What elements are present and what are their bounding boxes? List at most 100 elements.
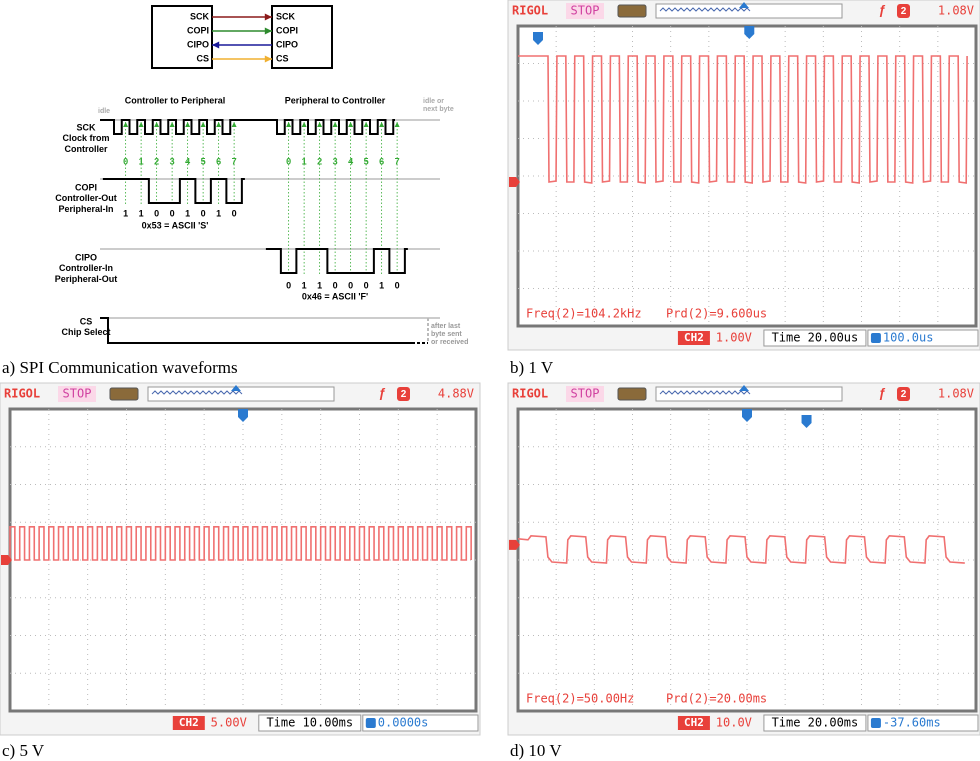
pin-label: CS	[276, 53, 289, 63]
cipo-bit: 0	[333, 280, 338, 290]
volts-div: 1.00V	[716, 331, 752, 345]
trigger-icon: ƒ	[878, 385, 885, 400]
bit-number: 1	[139, 156, 144, 166]
copi-bit: 0	[154, 208, 159, 218]
header: Peripheral to Controller	[285, 95, 386, 105]
idle-label: idle	[98, 108, 110, 115]
bit-number: 5	[364, 156, 369, 166]
clock-arrow	[201, 122, 206, 127]
clock-arrow	[286, 122, 291, 127]
bit-number: 3	[170, 156, 175, 166]
time-base: Time 20.00us	[772, 331, 859, 345]
trigger-icon: ƒ	[378, 385, 385, 400]
signal-name: CIPO	[75, 252, 97, 262]
battery	[618, 5, 646, 17]
clock-arrow	[348, 122, 353, 127]
signal-name: CS	[80, 316, 93, 326]
cipo-bit: 0	[395, 280, 400, 290]
brand: RIGOL	[512, 4, 548, 18]
channel: CH2	[179, 716, 199, 729]
bit-number: 2	[154, 156, 159, 166]
bit-number: 4	[348, 156, 353, 166]
bit-number: 0	[286, 156, 291, 166]
bit-number: 4	[185, 156, 190, 166]
arrow-head	[265, 14, 272, 21]
clock-arrow	[232, 122, 237, 127]
copi-bit: 1	[123, 208, 128, 218]
battery	[110, 388, 138, 400]
clock-arrow	[216, 122, 221, 127]
caption: c) 5 V	[2, 741, 45, 760]
copi-wave	[103, 179, 245, 203]
desc-line: Controller-Out	[55, 193, 117, 203]
offset-icon	[366, 718, 376, 728]
volts-div: 10.0V	[716, 716, 752, 730]
desc-line: Controller	[64, 144, 107, 154]
cipo-bit: 1	[302, 280, 307, 290]
measurement: Freq(2)=50.00Hz	[526, 692, 634, 706]
copi-bit: 0	[232, 208, 237, 218]
copi-bit: 1	[185, 208, 190, 218]
cipo-bit: 1	[379, 280, 384, 290]
signal-desc: Chip Select	[61, 327, 110, 337]
clock-arrow	[123, 122, 128, 127]
clock-arrow	[333, 122, 338, 127]
measurement: Prd(2)=20.00ms	[666, 692, 767, 706]
state: STOP	[63, 387, 92, 401]
brand: RIGOL	[512, 387, 548, 401]
bit-number: 7	[395, 156, 400, 166]
copi-bit: 1	[216, 208, 221, 218]
pin-label: COPI	[187, 25, 209, 35]
bit-number: 2	[317, 156, 322, 166]
desc-line: Peripheral-Out	[55, 274, 118, 284]
bit-number: 0	[123, 156, 128, 166]
note-line: byte sent	[431, 331, 462, 338]
trigger-level: 1.08V	[938, 4, 974, 18]
cs-note: after lastbyte sentor received	[431, 323, 468, 346]
state: STOP	[571, 4, 600, 18]
desc-line: Peripheral-In	[58, 204, 113, 214]
bit-number: 6	[216, 156, 221, 166]
cipo-bit: 0	[286, 280, 291, 290]
state: STOP	[571, 387, 600, 401]
bit-number: 1	[302, 156, 307, 166]
trigger-level: 1.08V	[938, 387, 974, 401]
measurement: Prd(2)=9.600us	[666, 307, 767, 321]
arrow-head	[265, 56, 272, 63]
desc-line: Clock from	[62, 133, 109, 143]
cipo-bit: 0	[364, 280, 369, 290]
figure: a) SPI Communication waveforms SCKSCKCOP…	[0, 0, 980, 761]
offset-icon	[871, 718, 881, 728]
header: Controller to Peripheral	[125, 95, 226, 105]
idle-line: next byte	[423, 106, 454, 113]
signal-name: COPI	[75, 182, 97, 192]
volts-div: 5.00V	[211, 716, 247, 730]
cipo-bit: 0	[348, 280, 353, 290]
offset-icon	[871, 333, 881, 343]
desc-line: Chip Select	[61, 327, 110, 337]
idle-line: idle or	[423, 98, 444, 105]
cipo-bit: 1	[317, 280, 322, 290]
battery	[618, 388, 646, 400]
pin-label: CIPO	[187, 39, 209, 49]
offset: 100.0us	[883, 331, 934, 345]
brand: RIGOL	[4, 387, 40, 401]
ch-number: 2	[401, 389, 407, 400]
clock-arrow	[139, 122, 144, 127]
pin-label: CIPO	[276, 39, 298, 49]
copi-bit: 0	[170, 208, 175, 218]
signal-name: SCK	[76, 122, 96, 132]
bit-number: 3	[333, 156, 338, 166]
cipo-wave	[266, 249, 408, 273]
clock-arrow	[170, 122, 175, 127]
clock-arrow	[395, 122, 400, 127]
copi-note: 0x53 = ASCII 'S'	[142, 220, 209, 230]
ch-number: 2	[901, 389, 907, 400]
arrow-head	[265, 28, 272, 35]
offset: 0.0000s	[378, 716, 429, 730]
ch-number: 2	[901, 6, 907, 17]
pin-label: SCK	[190, 11, 210, 21]
